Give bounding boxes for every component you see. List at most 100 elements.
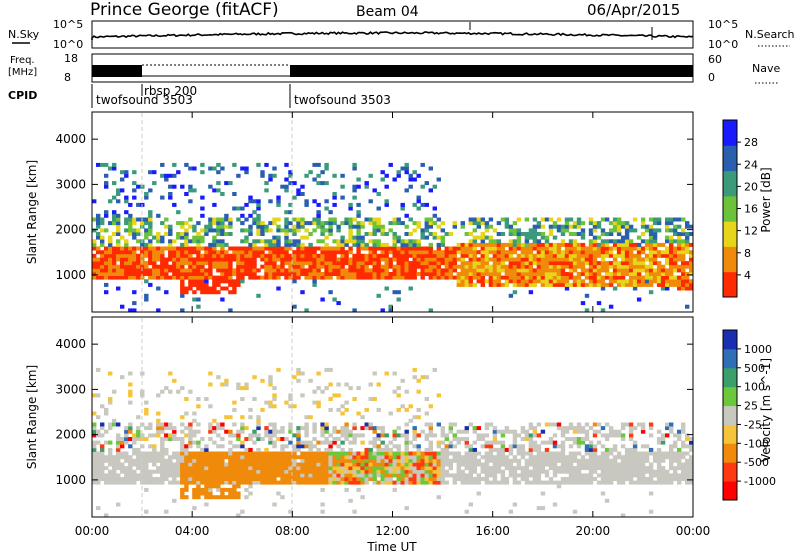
data-cell <box>356 466 361 471</box>
data-cell <box>196 286 201 291</box>
data-cell <box>673 477 678 481</box>
data-cell <box>444 480 449 485</box>
data-cell <box>544 246 550 251</box>
data-cell <box>176 253 181 258</box>
data-cell <box>228 466 233 471</box>
data-cell <box>588 232 594 236</box>
data-cell <box>424 411 429 416</box>
data-cell <box>204 484 209 489</box>
data-cell <box>628 451 634 456</box>
data-cell <box>404 389 409 394</box>
data-cell <box>428 455 433 460</box>
data-cell <box>372 466 377 471</box>
data-cell <box>492 275 498 280</box>
data-cell <box>436 451 441 456</box>
data-cell <box>436 177 441 182</box>
data-cell <box>400 469 405 474</box>
data-cell <box>140 462 145 467</box>
data-cell <box>192 433 197 438</box>
data-cell <box>96 224 101 229</box>
data-cell <box>120 480 125 485</box>
data-cell <box>236 433 241 438</box>
data-cell <box>100 455 105 460</box>
data-cell <box>640 480 646 485</box>
data-cell <box>296 480 301 485</box>
data-cell <box>588 469 594 474</box>
data-cell <box>116 232 121 236</box>
data-cell <box>196 469 201 474</box>
data-cell <box>624 279 630 284</box>
data-cell <box>92 462 97 467</box>
data-cell <box>460 253 465 258</box>
data-cell <box>644 451 650 456</box>
data-cell <box>532 462 538 467</box>
data-cell <box>348 477 353 481</box>
data-cell <box>244 469 249 474</box>
data-cell <box>272 173 277 178</box>
data-cell <box>260 437 265 441</box>
data-cell <box>176 451 181 456</box>
data-cell <box>444 272 449 276</box>
data-cell <box>212 279 217 284</box>
data-cell <box>396 297 401 302</box>
data-cell <box>632 466 638 471</box>
data-cell <box>328 210 333 215</box>
data-cell <box>248 480 253 485</box>
data-cell <box>616 462 622 467</box>
data-cell <box>468 246 473 251</box>
data-cell <box>548 268 554 273</box>
data-cell <box>556 257 562 262</box>
data-cell <box>408 473 413 478</box>
data-cell <box>464 261 469 266</box>
data-cell <box>424 264 429 269</box>
data-cell <box>444 473 449 478</box>
data-cell <box>372 224 377 229</box>
data-cell <box>604 250 610 255</box>
data-cell <box>192 411 197 416</box>
data-cell <box>132 232 137 236</box>
data-cell <box>300 268 305 273</box>
data-cell <box>460 429 465 434</box>
data-cell <box>124 261 129 266</box>
data-cell <box>196 429 201 434</box>
data-cell <box>232 268 237 273</box>
data-cell <box>208 275 213 280</box>
data-cell <box>104 228 109 233</box>
data-cell <box>192 506 197 511</box>
data-cell <box>144 407 149 412</box>
data-cell <box>184 487 189 492</box>
data-cell <box>172 469 177 474</box>
data-cell <box>604 217 610 222</box>
data-cell <box>92 422 97 427</box>
data-cell <box>224 232 229 236</box>
data-cell <box>336 480 341 485</box>
data-cell <box>396 433 401 438</box>
data-cell <box>228 477 233 481</box>
data-cell <box>120 477 125 481</box>
data-cell <box>388 462 393 467</box>
data-cell <box>532 224 538 229</box>
data-cell <box>284 177 289 182</box>
data-cell <box>244 458 249 463</box>
data-cell <box>652 257 658 262</box>
data-cell <box>100 235 105 240</box>
data-cell <box>124 473 129 478</box>
data-cell <box>665 228 670 233</box>
data-cell <box>592 221 598 226</box>
data-cell <box>92 242 97 247</box>
data-cell <box>132 264 137 269</box>
data-cell <box>584 422 590 427</box>
data-cell <box>476 224 481 229</box>
data-cell <box>124 458 129 463</box>
data-cell <box>184 426 189 431</box>
data-cell <box>500 455 506 460</box>
data-cell <box>324 473 329 478</box>
data-cell <box>172 451 177 456</box>
data-cell <box>544 279 550 284</box>
data-cell <box>276 437 281 441</box>
data-cell <box>312 272 317 276</box>
data-cell <box>312 162 317 167</box>
data-cell <box>308 451 313 456</box>
data-cell <box>168 195 173 200</box>
data-cell <box>572 224 578 229</box>
